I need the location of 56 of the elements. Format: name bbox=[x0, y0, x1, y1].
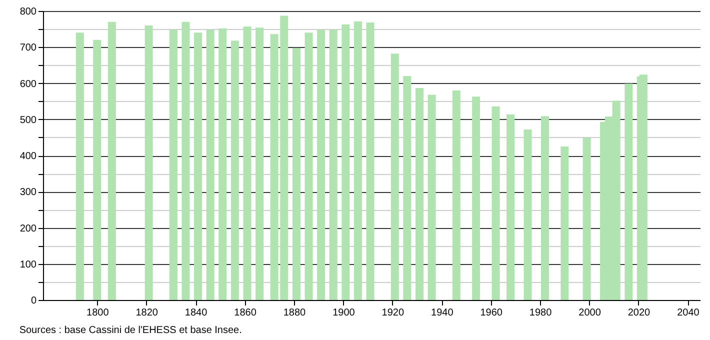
y-tick-label: 100 bbox=[20, 259, 37, 270]
bar bbox=[524, 129, 532, 300]
bar bbox=[560, 146, 569, 300]
x-tick-label: 1920 bbox=[382, 308, 404, 318]
bar bbox=[108, 22, 116, 300]
x-tick-label: 2020 bbox=[628, 308, 651, 318]
x-tick-label: 1980 bbox=[529, 308, 552, 318]
y-tick-label: 500 bbox=[20, 114, 37, 126]
bar bbox=[218, 28, 227, 300]
bar bbox=[76, 32, 84, 300]
bar bbox=[428, 94, 436, 300]
bar bbox=[624, 84, 633, 300]
bar bbox=[304, 32, 313, 300]
bar bbox=[415, 88, 424, 300]
x-tick-label: 1840 bbox=[184, 308, 208, 318]
y-tick-label: 200 bbox=[20, 223, 37, 234]
bar bbox=[243, 26, 252, 300]
bar bbox=[144, 25, 153, 300]
bar bbox=[206, 30, 214, 300]
bar bbox=[230, 40, 239, 300]
y-tick-label: 600 bbox=[20, 78, 37, 90]
x-tick-label: 2000 bbox=[578, 308, 602, 318]
x-tick-label: 1880 bbox=[283, 308, 306, 318]
y-tick-label: 800 bbox=[20, 6, 37, 18]
bar bbox=[292, 48, 300, 300]
bar bbox=[169, 30, 178, 300]
y-tick-label: 0 bbox=[30, 296, 37, 306]
bar bbox=[403, 76, 412, 300]
bar bbox=[390, 54, 399, 300]
bar bbox=[354, 21, 362, 300]
y-tick-label: 700 bbox=[20, 42, 37, 54]
bar bbox=[93, 40, 102, 300]
x-tick-label: 1940 bbox=[431, 308, 454, 318]
source-note: Sources : base Cassini de l'EHESS et base Insee. bbox=[19, 325, 242, 336]
bar bbox=[182, 22, 190, 300]
x-tick-label: 1900 bbox=[332, 308, 356, 318]
bar bbox=[472, 96, 480, 300]
bar bbox=[506, 114, 515, 300]
bar bbox=[582, 138, 591, 300]
y-tick-label: 400 bbox=[20, 151, 37, 162]
bar bbox=[256, 28, 264, 300]
bar bbox=[342, 24, 350, 300]
bar bbox=[194, 32, 202, 300]
bar bbox=[540, 116, 549, 300]
bar bbox=[329, 30, 338, 300]
x-tick-label: 1800 bbox=[86, 308, 110, 318]
x-tick-label: 2040 bbox=[677, 308, 700, 318]
x-tick-label: 1860 bbox=[234, 308, 257, 318]
bar bbox=[317, 30, 326, 300]
bar bbox=[492, 106, 500, 300]
x-tick-label: 1960 bbox=[480, 308, 503, 318]
x-tick-label: 1820 bbox=[136, 308, 158, 318]
bar bbox=[452, 90, 460, 300]
y-tick-label: 300 bbox=[20, 187, 37, 198]
bar bbox=[639, 74, 648, 300]
bar bbox=[366, 22, 374, 300]
